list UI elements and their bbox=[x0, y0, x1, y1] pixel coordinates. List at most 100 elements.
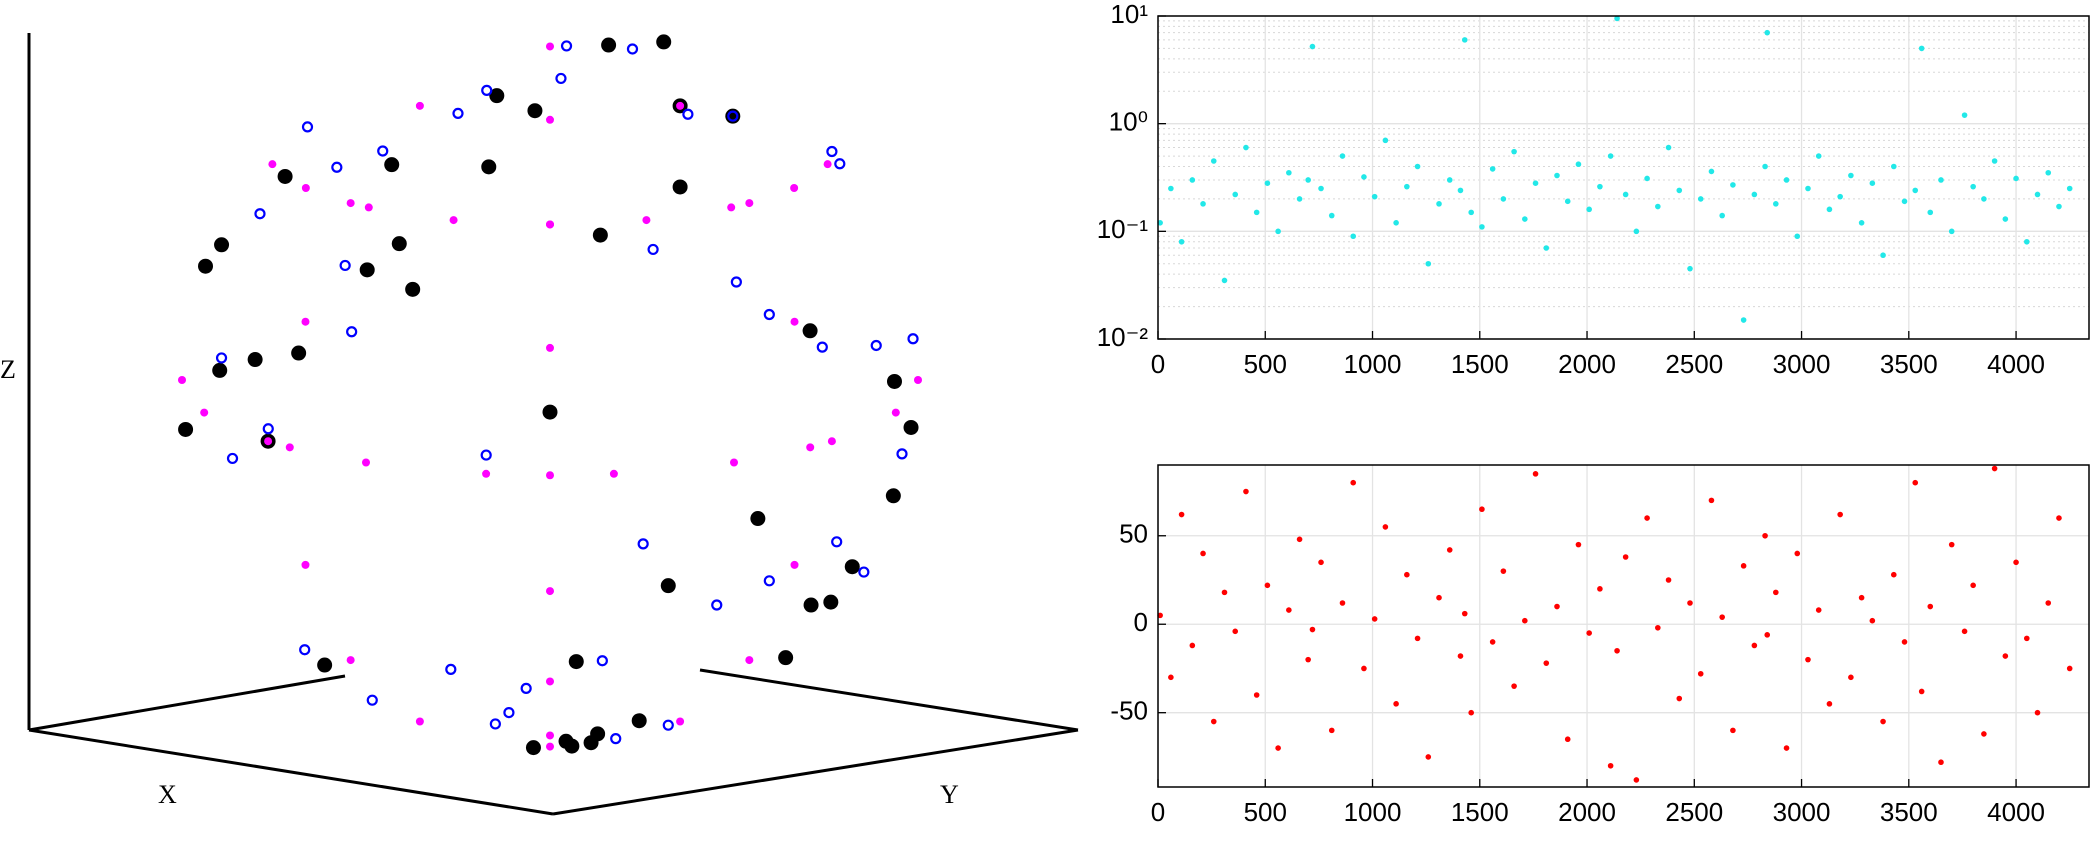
point bbox=[1837, 511, 1843, 518]
point bbox=[1815, 607, 1822, 613]
point bbox=[546, 42, 554, 51]
point bbox=[730, 458, 738, 467]
point bbox=[1210, 718, 1217, 725]
point bbox=[1479, 506, 1485, 513]
point bbox=[546, 343, 554, 352]
point bbox=[1168, 674, 1174, 681]
x-tick-label: 2500 bbox=[1665, 349, 1723, 379]
point bbox=[291, 345, 307, 361]
point bbox=[1232, 628, 1239, 635]
point bbox=[1361, 174, 1367, 180]
point bbox=[546, 115, 554, 124]
point bbox=[1350, 479, 1357, 486]
x-tick-label: 2000 bbox=[1558, 797, 1616, 827]
point bbox=[346, 199, 355, 208]
point bbox=[1890, 163, 1897, 170]
point bbox=[301, 183, 310, 192]
point bbox=[823, 594, 839, 610]
point bbox=[1414, 635, 1421, 642]
point bbox=[626, 43, 639, 55]
point bbox=[301, 560, 310, 569]
point bbox=[647, 243, 659, 256]
point bbox=[1361, 665, 1367, 672]
x-tick-label: 500 bbox=[1244, 349, 1287, 379]
x-tick-label: 0 bbox=[1151, 349, 1165, 379]
point bbox=[546, 587, 554, 596]
point bbox=[1371, 193, 1378, 200]
point bbox=[2002, 653, 2009, 659]
point bbox=[803, 597, 819, 613]
point bbox=[1751, 191, 1758, 198]
point bbox=[1318, 185, 1324, 192]
point bbox=[1328, 727, 1335, 734]
point bbox=[489, 88, 505, 104]
point bbox=[1393, 220, 1399, 226]
point bbox=[1961, 628, 1968, 635]
point bbox=[1309, 43, 1316, 50]
point bbox=[503, 706, 515, 719]
point bbox=[1543, 660, 1550, 666]
point bbox=[1869, 180, 1876, 186]
point bbox=[317, 657, 333, 673]
point bbox=[1586, 630, 1592, 636]
point bbox=[1805, 185, 1811, 192]
y-tick-label: 10⁰ bbox=[1109, 107, 1148, 137]
point bbox=[362, 458, 370, 467]
point bbox=[1751, 642, 1758, 649]
point bbox=[214, 237, 230, 253]
point bbox=[1655, 624, 1661, 631]
point bbox=[2045, 600, 2052, 606]
point bbox=[1414, 163, 1421, 170]
point bbox=[891, 408, 900, 417]
point bbox=[2034, 709, 2041, 716]
point bbox=[1918, 45, 1925, 52]
point bbox=[1794, 233, 1801, 240]
point bbox=[1773, 201, 1779, 207]
point bbox=[1665, 577, 1672, 583]
point bbox=[1305, 177, 1311, 183]
sphere-points bbox=[178, 34, 922, 756]
point bbox=[1318, 559, 1324, 566]
point bbox=[405, 281, 421, 297]
point bbox=[1446, 177, 1453, 183]
point bbox=[1826, 701, 1833, 707]
point bbox=[489, 718, 501, 730]
point bbox=[1912, 187, 1919, 194]
point bbox=[745, 656, 754, 665]
point bbox=[1404, 571, 1410, 578]
point bbox=[1981, 196, 1987, 202]
point bbox=[1644, 175, 1650, 182]
point bbox=[1522, 617, 1528, 624]
point bbox=[1425, 754, 1432, 760]
point bbox=[560, 40, 573, 52]
point bbox=[790, 183, 799, 192]
point bbox=[1339, 600, 1346, 606]
point bbox=[914, 376, 922, 384]
point bbox=[2066, 185, 2073, 192]
point bbox=[1697, 670, 1704, 677]
point bbox=[1783, 745, 1790, 751]
point bbox=[212, 362, 228, 378]
base-edge bbox=[28, 674, 346, 732]
point bbox=[366, 694, 378, 706]
x-tick-label: 3500 bbox=[1880, 349, 1938, 379]
point bbox=[844, 559, 860, 575]
point bbox=[806, 443, 815, 452]
point bbox=[1264, 180, 1271, 186]
point bbox=[1826, 206, 1833, 213]
axes-box bbox=[1157, 464, 2090, 788]
point bbox=[1607, 762, 1614, 769]
point bbox=[1676, 695, 1683, 702]
point bbox=[331, 161, 343, 173]
point bbox=[1286, 169, 1292, 176]
point bbox=[1253, 209, 1260, 216]
point bbox=[1837, 193, 1843, 200]
point bbox=[1350, 233, 1357, 240]
point bbox=[1436, 594, 1442, 601]
point bbox=[1286, 607, 1292, 613]
point bbox=[1927, 209, 1934, 216]
point bbox=[277, 168, 293, 184]
point bbox=[1730, 727, 1736, 734]
point bbox=[1764, 632, 1771, 638]
point bbox=[1764, 29, 1771, 36]
